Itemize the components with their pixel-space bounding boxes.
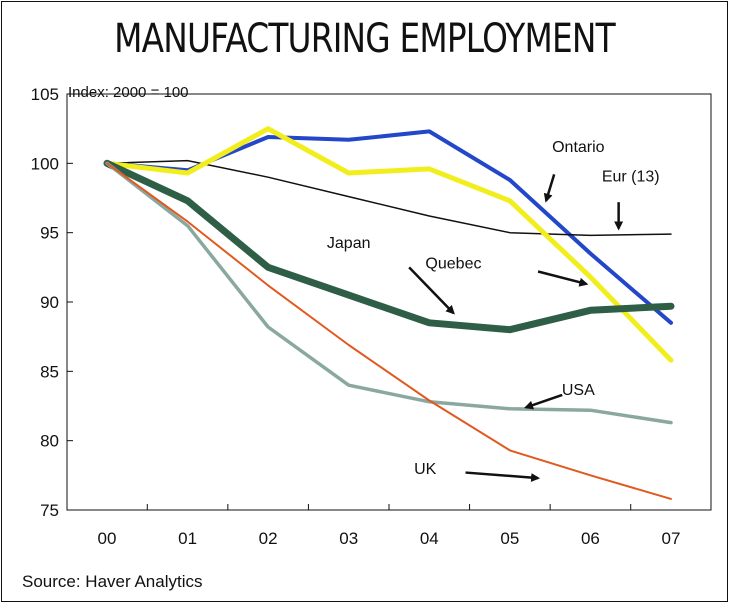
y-tick-label: 80: [40, 432, 59, 451]
y-axis: 75 80 85 90 95 100 105: [31, 85, 73, 520]
annotation-label: USA: [562, 382, 595, 399]
annotation-arrow: [408, 266, 455, 315]
y-tick-label: 105: [31, 85, 59, 104]
annotation-arrow: [537, 270, 589, 287]
source-note: Source: Haver Analytics: [22, 572, 203, 591]
x-tick-label: 03: [339, 529, 358, 548]
y-tick-label: 90: [40, 293, 59, 312]
annotation-arrow: [543, 174, 556, 203]
x-tick-label: 05: [500, 529, 519, 548]
annotation-label: Eur (13): [602, 168, 660, 185]
annotation-label: UK: [414, 461, 437, 478]
x-axis: 00 01 02 03 04 05 06 07: [98, 504, 681, 548]
y-tick-label: 100: [31, 154, 59, 173]
annotations: Ontario Eur (13) Japan Quebec USA UK: [327, 139, 660, 483]
annotation-arrow: [524, 393, 563, 410]
annotation-label: Quebec: [425, 256, 481, 273]
x-tick-label: 00: [98, 529, 117, 548]
y-tick-label: 75: [40, 501, 59, 520]
y-axis-label: Index: 2000 = 100: [68, 84, 189, 101]
plot-area: [66, 93, 712, 511]
x-tick-label: 07: [662, 529, 681, 548]
y-tick-label: 95: [40, 224, 59, 243]
series-lines: [103, 126, 675, 500]
x-tick-label: 04: [420, 529, 439, 548]
series-line-japan: [103, 159, 675, 334]
annotation-arrow: [465, 471, 541, 483]
x-tick-label: 02: [259, 529, 278, 548]
series-line-usa: [105, 161, 673, 425]
y-tick-label: 85: [40, 362, 59, 381]
x-tick-label: 01: [178, 529, 197, 548]
chart-title: MANUFACTURING EMPLOYMENT: [114, 16, 615, 62]
annotation-label: Japan: [327, 235, 371, 252]
annotation-label: Ontario: [552, 139, 605, 156]
series-line-uk: [106, 162, 672, 500]
series-line-quebec: [104, 126, 674, 363]
x-tick-label: 06: [581, 529, 600, 548]
